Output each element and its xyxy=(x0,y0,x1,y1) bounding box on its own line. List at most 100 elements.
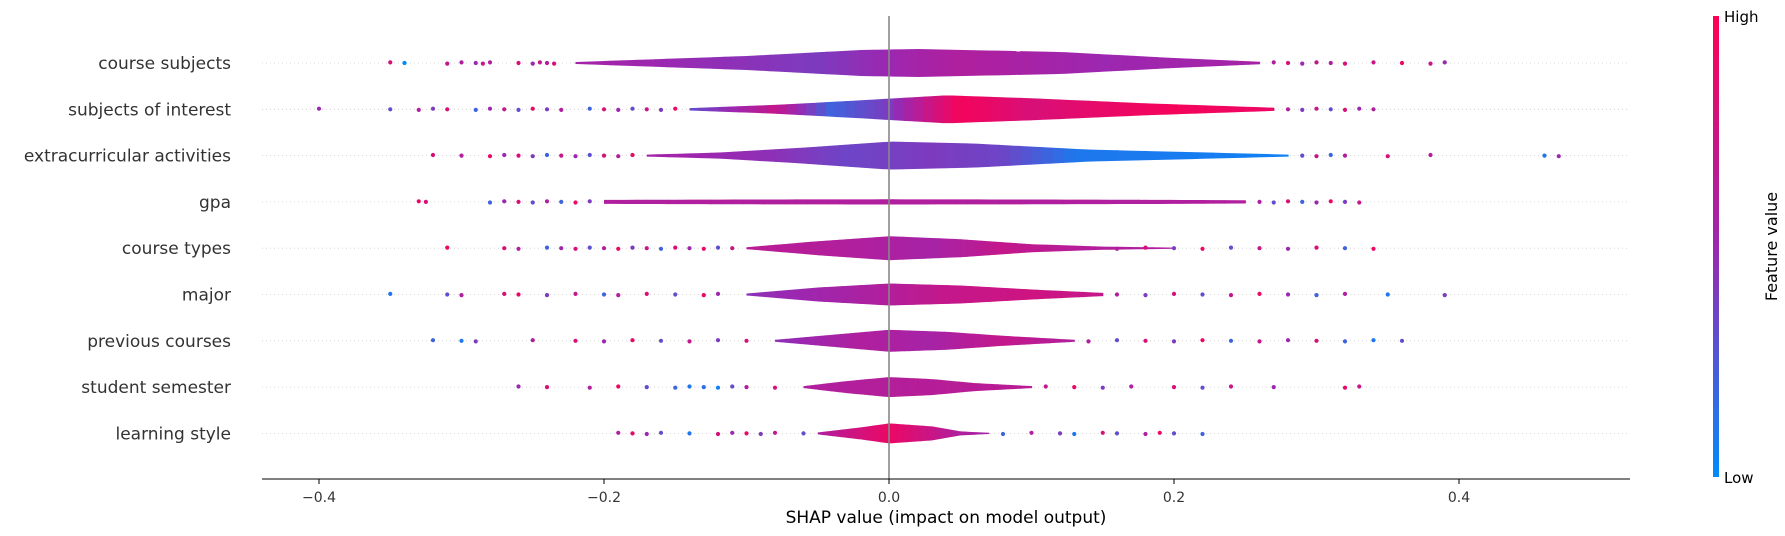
violin-segment xyxy=(971,431,976,435)
violin-segment xyxy=(863,426,867,441)
violin-segment xyxy=(995,241,1004,255)
violin-segment xyxy=(1065,52,1078,74)
violin-segment xyxy=(849,428,853,439)
violin-segment xyxy=(1223,200,1236,204)
violin-segment xyxy=(668,199,680,205)
violin-segment xyxy=(897,424,901,443)
violin-segment xyxy=(817,145,830,166)
shap-point xyxy=(480,61,485,66)
violin-segment xyxy=(1079,100,1090,119)
violin-segment xyxy=(997,50,1010,76)
violin-segment xyxy=(929,331,936,351)
violin-segment xyxy=(657,154,669,158)
violin-segment xyxy=(1074,199,1086,205)
violin-shape xyxy=(604,199,1246,205)
violin-segment xyxy=(1117,102,1129,117)
violin-segment xyxy=(636,199,648,205)
shap-point xyxy=(1228,338,1234,343)
violin-segment xyxy=(923,425,927,441)
violin-segment xyxy=(956,199,968,205)
violin-segment xyxy=(892,199,904,205)
violin-segment xyxy=(1277,154,1289,157)
violin-segment xyxy=(974,333,981,348)
shap-point xyxy=(316,106,322,111)
violin-segment xyxy=(942,95,954,124)
violin-segment xyxy=(1010,199,1022,205)
violin-segment xyxy=(1149,199,1161,204)
violin-segment xyxy=(963,431,967,436)
violin-shape xyxy=(689,95,1275,124)
violin-segment xyxy=(689,199,701,205)
violin-segment xyxy=(864,331,871,351)
violin-segment xyxy=(970,382,976,392)
violin-segment xyxy=(1137,102,1148,116)
violin-segment xyxy=(1016,385,1021,389)
shap-point xyxy=(758,431,763,437)
violin-segment xyxy=(979,334,986,348)
violin-segment xyxy=(951,49,964,77)
violin-segment xyxy=(747,105,759,114)
violin-segment xyxy=(817,432,822,435)
violin-segment xyxy=(775,339,781,343)
violin-segment xyxy=(1191,200,1204,204)
violin-segment xyxy=(920,425,924,442)
shap-point xyxy=(1200,385,1205,390)
violin-segment xyxy=(1147,103,1158,116)
shap-point xyxy=(1200,431,1205,437)
violin-segment xyxy=(982,383,987,391)
violin-segment xyxy=(946,199,958,205)
shap-point xyxy=(644,385,649,390)
violin-segment xyxy=(890,377,896,398)
feature-label: student semester xyxy=(81,378,231,398)
shap-point xyxy=(687,431,692,436)
violin-segment xyxy=(978,286,985,303)
violin-segment xyxy=(879,330,886,352)
violin-segment xyxy=(913,378,919,396)
violin-segment xyxy=(723,56,736,70)
violin-segment xyxy=(896,236,904,260)
shap-point xyxy=(388,60,393,65)
shap-point xyxy=(587,152,592,158)
shap-point xyxy=(1171,385,1177,390)
violin-segment xyxy=(860,379,865,395)
shap-point xyxy=(1257,246,1262,251)
violin-segment xyxy=(1063,199,1075,205)
shap-point xyxy=(544,293,550,298)
violin-segment xyxy=(1012,385,1017,390)
shap-point xyxy=(388,291,393,296)
shap-point xyxy=(744,338,749,343)
violin-segment xyxy=(988,144,1001,167)
violin-segment xyxy=(769,54,782,72)
shap-point xyxy=(573,291,578,296)
violin-segment xyxy=(1236,60,1249,66)
shap-point xyxy=(1357,200,1362,205)
violin-segment xyxy=(760,245,769,251)
violin-segment xyxy=(785,199,797,205)
violin-segment xyxy=(860,49,873,77)
shap-point xyxy=(687,384,692,389)
violin-segment xyxy=(894,49,907,77)
shap-point xyxy=(1072,385,1077,390)
violin-segment xyxy=(1102,246,1111,250)
violin-segment xyxy=(803,241,812,255)
shap-point xyxy=(644,246,649,251)
violin-segment xyxy=(834,430,839,437)
violin-segment xyxy=(877,283,884,306)
violin-segment xyxy=(825,101,837,117)
shap-point xyxy=(630,338,635,343)
violin-segment xyxy=(789,243,797,254)
violin-segment xyxy=(917,425,921,442)
shap-point xyxy=(673,292,678,297)
violin-segment xyxy=(837,381,843,393)
violin-segment xyxy=(857,427,862,440)
shap-point xyxy=(616,293,621,298)
violin-segment xyxy=(828,199,840,205)
shap-point xyxy=(616,154,621,159)
violin-segment xyxy=(764,149,776,162)
violin-segment xyxy=(796,199,808,205)
violin-segment xyxy=(962,95,973,123)
shap-point xyxy=(1271,385,1276,390)
shap-point xyxy=(1285,199,1291,204)
shap-point xyxy=(616,384,621,389)
violin-segment xyxy=(947,380,953,394)
